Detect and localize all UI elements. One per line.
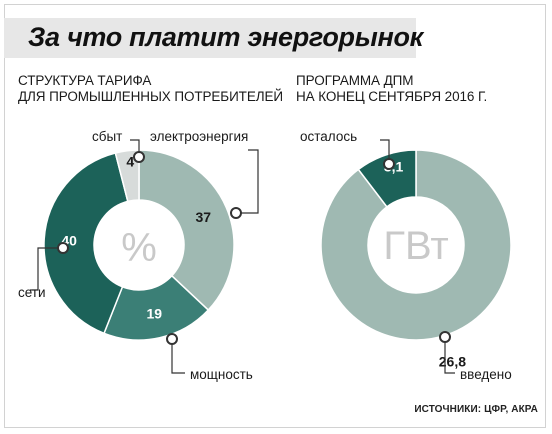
donut-0-value-electricity: 37 xyxy=(195,209,211,225)
dpm-chart-title: ПРОГРАММА ДПМ НА КОНЕЦ СЕНТЯБРЯ 2016 Г. xyxy=(296,73,487,105)
donut-1-slice-commissioned xyxy=(320,149,512,341)
callout-label-electricity: электроэнергия xyxy=(150,129,248,144)
source-note: ИСТОЧНИКИ: ЦФР, АКРА xyxy=(414,404,538,415)
callout-label-capacity: мощность xyxy=(190,367,253,382)
page-title: За что платит энергорынок xyxy=(28,22,424,52)
donut-0-center-unit: % xyxy=(121,226,157,270)
callout-dot-sales xyxy=(133,151,145,163)
dpm-chart-title-line-2: НА КОНЕЦ СЕНТЯБРЯ 2016 Г. xyxy=(296,89,488,104)
callout-line-capacity xyxy=(171,339,185,374)
page-frame xyxy=(4,4,546,428)
callout-dot-capacity xyxy=(166,333,178,345)
callout-label-grids: сети xyxy=(18,285,46,300)
callout-line-electricity xyxy=(236,149,259,214)
donut-1-center-unit: ГВт xyxy=(383,224,448,268)
donut-0-slice-electricity xyxy=(138,149,235,312)
tariff-chart-title: СТРУКТУРА ТАРИФА ДЛЯ ПРОМЫШЛЕННЫХ ПОТРЕБ… xyxy=(18,73,283,105)
callout-dot-commissioned xyxy=(439,331,451,343)
donut-1-slice-remaining xyxy=(357,149,417,208)
title-bar xyxy=(4,18,416,58)
donut-0-value-capacity: 19 xyxy=(146,305,162,321)
donut-0-slice-sales xyxy=(114,149,140,203)
callout-dot-electricity xyxy=(230,207,242,219)
tariff-chart-title-line-1: СТРУКТУРА ТАРИФА xyxy=(18,73,152,88)
callout-label-commissioned: введено xyxy=(460,367,512,382)
callout-line-grids xyxy=(30,247,63,291)
callout-dot-grids xyxy=(57,242,69,254)
tariff-chart-title-line-2: ДЛЯ ПРОМЫШЛЕННЫХ ПОТРЕБИТЕЛЕЙ xyxy=(18,89,283,104)
callout-line-commissioned xyxy=(444,337,455,374)
callout-label-sales: сбыт xyxy=(92,129,122,144)
donut-1-value-commissioned: 26,8 xyxy=(439,353,466,369)
callout-label-remaining: осталось xyxy=(300,129,357,144)
donut-0-slice-grids xyxy=(43,152,129,335)
callout-line-remaining xyxy=(380,139,390,164)
callout-dot-remaining xyxy=(383,158,395,170)
dpm-chart-title-line-1: ПРОГРАММА ДПМ xyxy=(296,73,414,88)
donut-0-value-sales: 4 xyxy=(126,154,134,170)
